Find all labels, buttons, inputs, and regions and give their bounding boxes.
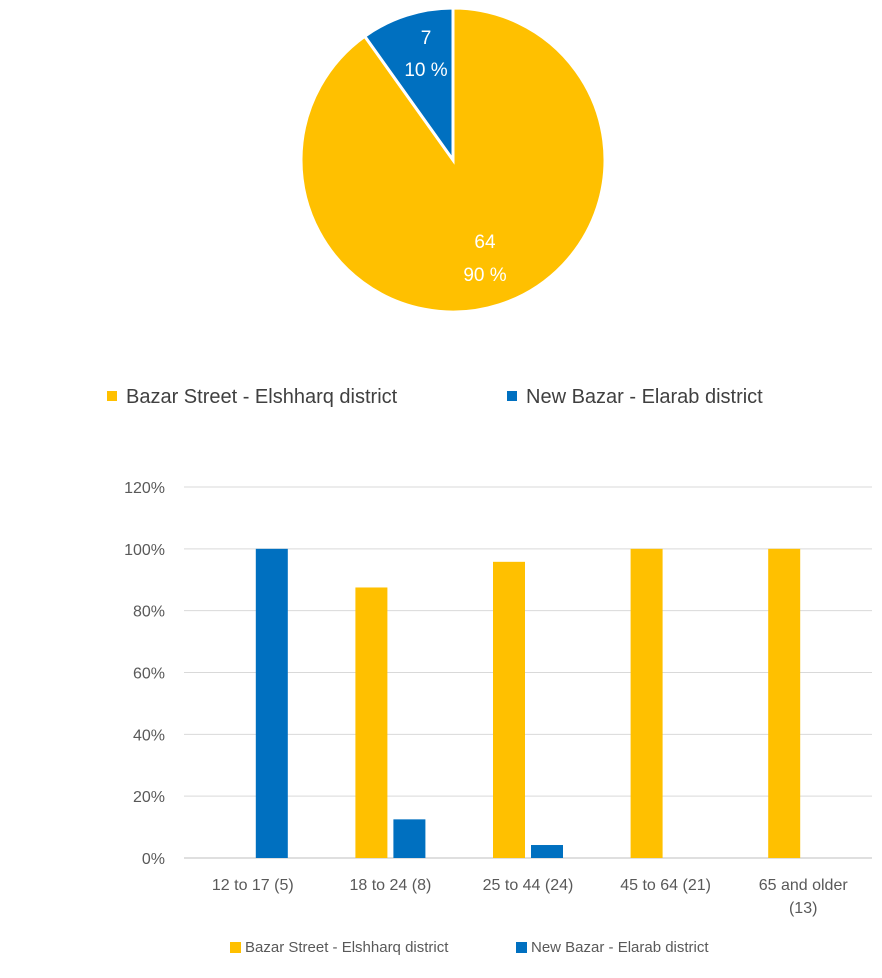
pie-legend-label-bazar-street: Bazar Street - Elshharq district [126, 386, 398, 408]
pie-legend-label-new-bazar: New Bazar - Elarab district [526, 386, 763, 408]
bar-new-bazar-1 [393, 819, 426, 858]
bar-bazar-street-2 [493, 561, 525, 858]
bar-new-bazar-0 [255, 548, 288, 858]
bar-legend-label-bazar-street: Bazar Street - Elshharq district [245, 939, 449, 956]
pie-legend: Bazar Street - Elshharq district New Baz… [107, 386, 763, 408]
bar-y-tick-label: 100% [124, 542, 165, 559]
pie-legend-swatch-new-bazar [507, 391, 517, 401]
bar-y-tick-label: 40% [133, 727, 165, 744]
pie-slice-bazar-street [299, 6, 607, 314]
bar-x-tick-label: 12 to 17 (5) [212, 877, 294, 894]
bar-legend-label-new-bazar: New Bazar - Elarab district [531, 939, 709, 956]
bar-y-tick-label: 120% [124, 480, 165, 497]
bar-bazar-street-1 [355, 587, 388, 858]
bar-y-tick-label: 80% [133, 604, 165, 621]
pie-count-label-new-bazar: 7 [421, 28, 432, 49]
bar-y-tick-label: 0% [142, 851, 165, 868]
pie-percent-label-bazar-street: 90 % [463, 265, 506, 286]
pie-slice-new-bazar [362, 6, 455, 165]
bar-bazar-street-4 [768, 548, 801, 858]
pie-count-label-bazar-street: 64 [474, 232, 496, 253]
bar-y-tick-label: 60% [133, 666, 165, 683]
bar-gridlines [184, 486, 872, 859]
bar-marks [255, 548, 801, 858]
bar-y-tick-label: 20% [133, 789, 165, 806]
pie-legend-swatch-bazar-street [107, 391, 117, 401]
bar-x-tick-labels: 12 to 17 (5) 18 to 24 (8) 25 to 44 (24) 45 … [212, 877, 848, 917]
bar-bazar-street-3 [630, 548, 663, 858]
pie-chart: 7 10 % 64 90 % [299, 6, 607, 314]
pie-percent-label-new-bazar: 10 % [404, 60, 447, 81]
bar-legend-swatch-new-bazar [516, 942, 527, 953]
bar-x-tick-label: 25 to 44 (24) [483, 877, 574, 894]
bar-legend: Bazar Street - Elshharq district New Baz… [230, 939, 709, 956]
bar-legend-swatch-bazar-street [230, 942, 241, 953]
bar-chart: 0% 20% 40% 60% 80% 100% 120% 12 to 17 (5) 18 to… [124, 480, 872, 917]
bar-x-tick-label: 45 to 64 (21) [620, 877, 711, 894]
bar-x-tick-label: 18 to 24 (8) [349, 877, 431, 894]
bar-y-tick-labels: 0% 20% 40% 60% 80% 100% 120% [124, 480, 165, 868]
bar-new-bazar-2 [531, 845, 563, 858]
bar-x-tick-label: 65 and older (13) [759, 877, 849, 917]
